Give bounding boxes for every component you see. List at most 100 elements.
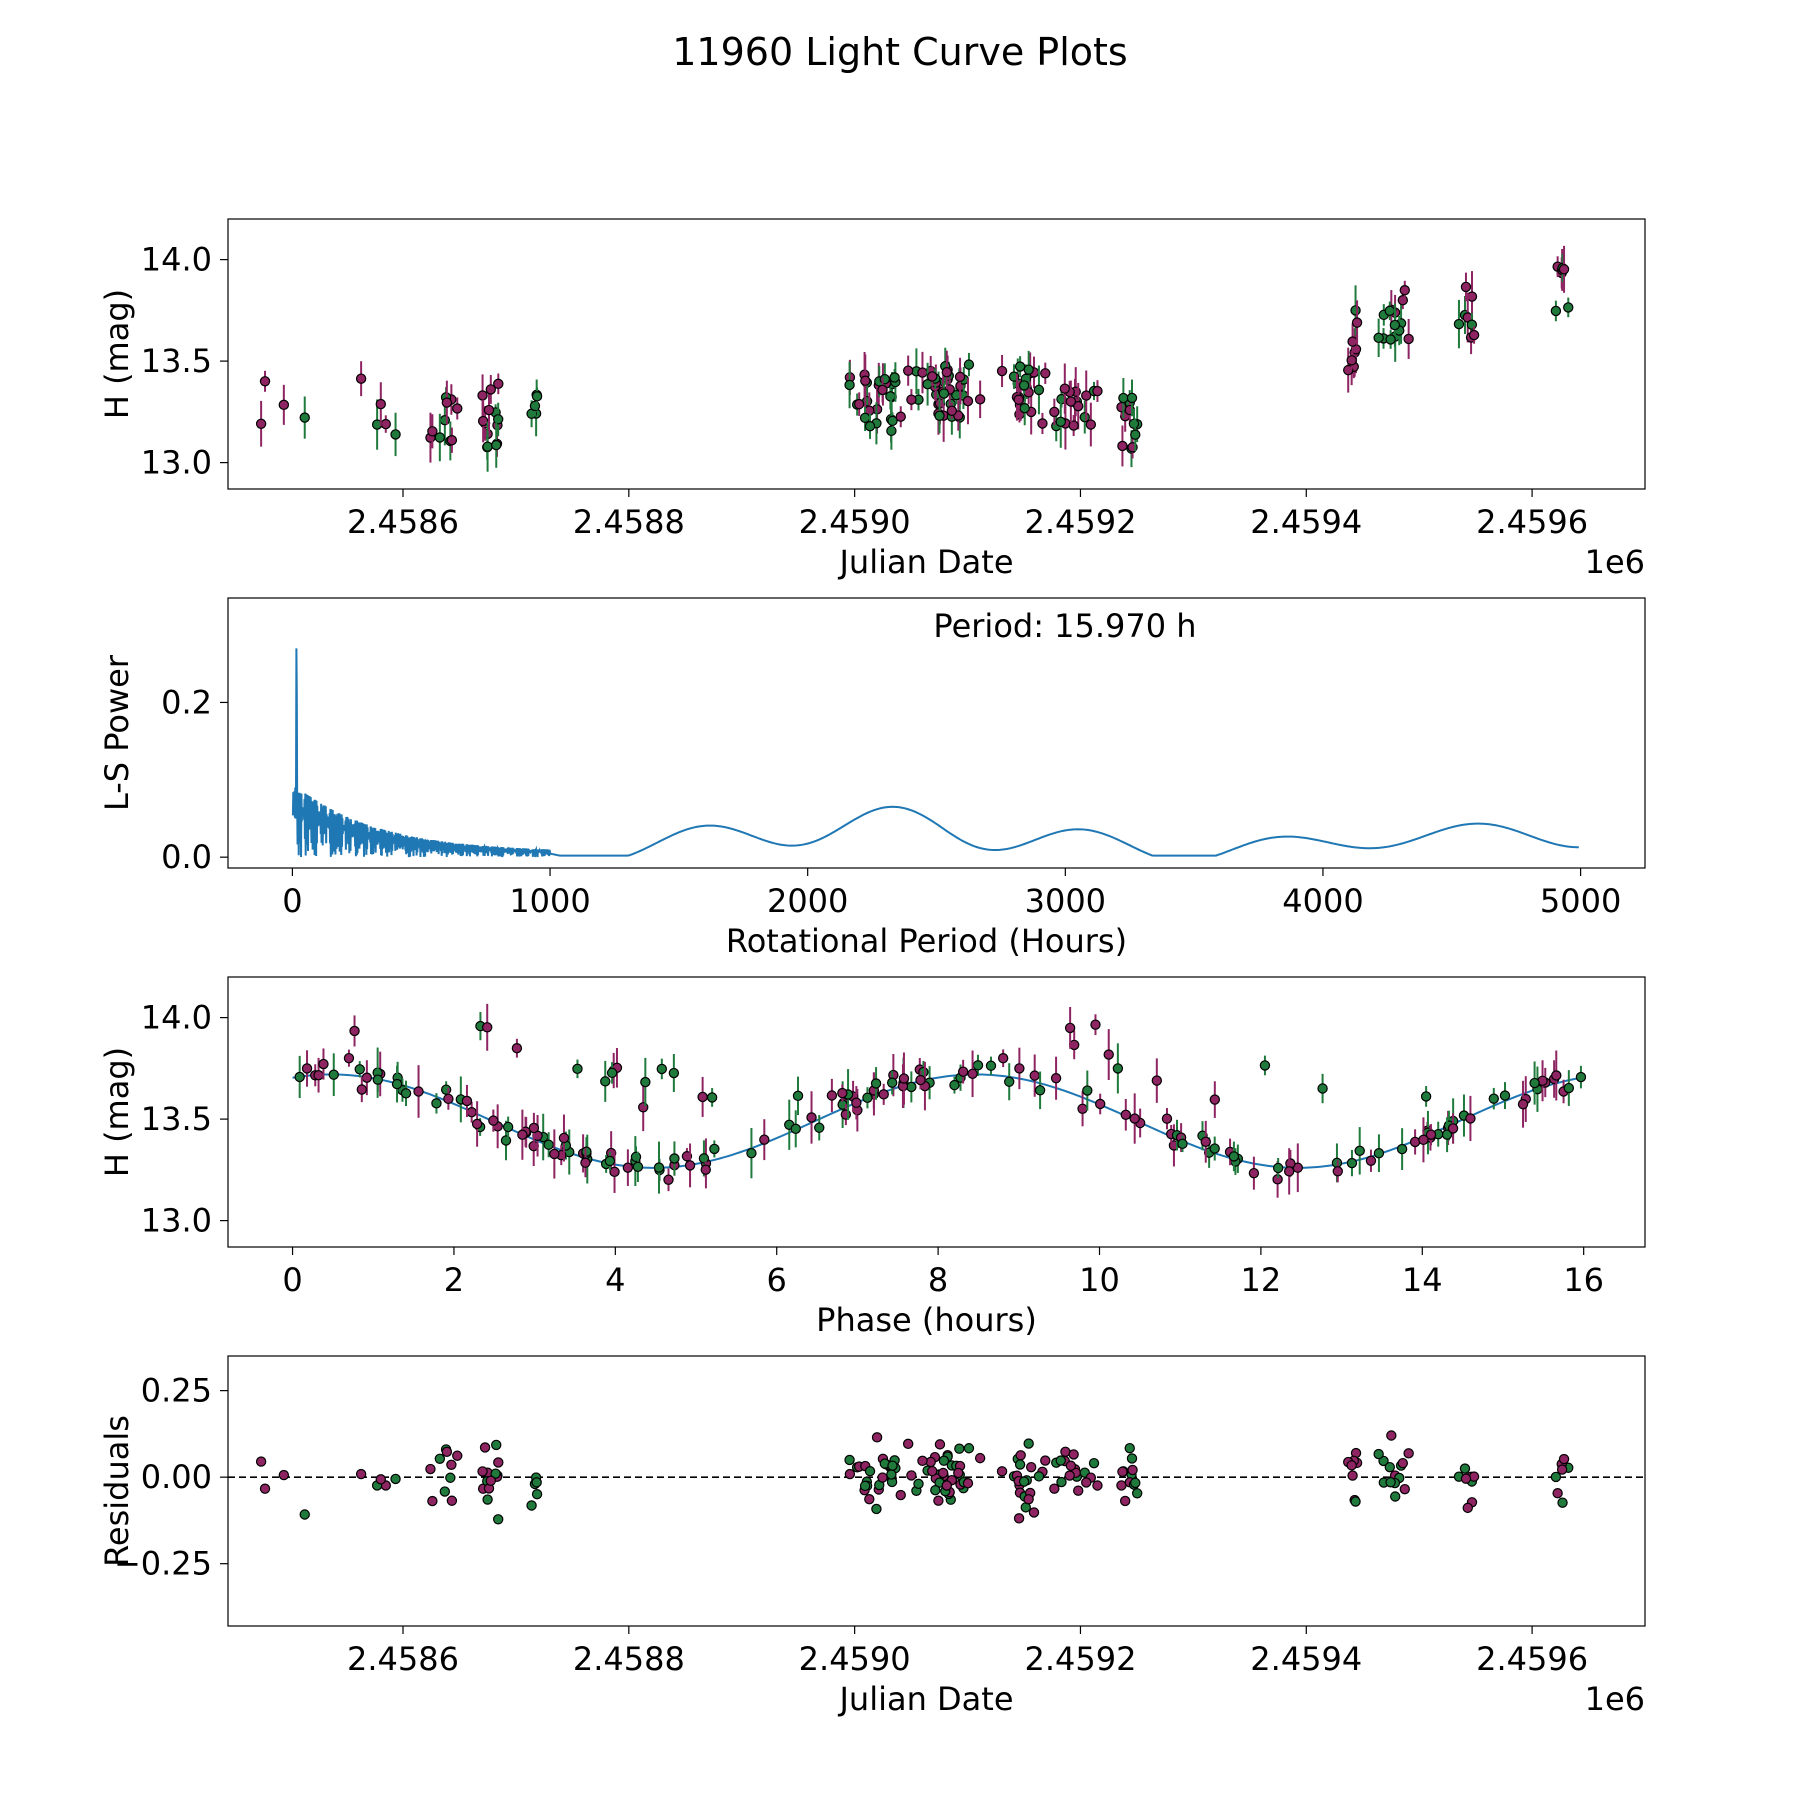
- data-point: [941, 367, 952, 378]
- data-point: [870, 1078, 882, 1089]
- data-point: [446, 1495, 458, 1506]
- data-point: [709, 1143, 720, 1155]
- y-tick-label: 0.25: [141, 1372, 212, 1410]
- data-point: [906, 394, 917, 405]
- data-point: [837, 1087, 848, 1099]
- data-point: [927, 371, 938, 382]
- data-point: [1390, 1491, 1401, 1502]
- data-point: [840, 1109, 852, 1120]
- data-point: [1389, 319, 1401, 331]
- data-point: [877, 1472, 888, 1483]
- data-point: [640, 1076, 651, 1088]
- data-point: [871, 1432, 883, 1443]
- y-axis-label: H (mag): [98, 1047, 136, 1177]
- y-tick-label: 13.0: [141, 444, 212, 482]
- data-point: [1209, 1094, 1221, 1105]
- data-point: [1068, 420, 1079, 431]
- data-point: [511, 1043, 523, 1054]
- x-tick-label: 2.4586: [347, 1640, 459, 1678]
- data-point: [434, 1453, 446, 1464]
- data-point: [1130, 1477, 1141, 1489]
- x-tick-label: 2.4594: [1250, 503, 1362, 541]
- data-point: [526, 1500, 537, 1511]
- figure-title: 11960 Light Curve Plots: [672, 30, 1127, 74]
- data-point: [391, 1078, 403, 1090]
- data-point: [380, 418, 391, 430]
- data-point: [278, 1469, 290, 1481]
- data-point: [638, 1102, 649, 1113]
- data-point: [697, 1091, 708, 1103]
- data-point: [1373, 1148, 1385, 1159]
- data-point: [1112, 1063, 1124, 1074]
- data-point: [355, 1468, 367, 1480]
- x-tick-label: 16: [1563, 1261, 1604, 1299]
- data-point: [439, 1486, 451, 1497]
- data-point: [558, 1132, 570, 1144]
- data-point: [669, 1153, 680, 1164]
- data-point: [792, 1090, 804, 1102]
- data-point: [1013, 394, 1024, 405]
- data-point: [493, 378, 504, 390]
- plot-frame: [227, 218, 1646, 490]
- data-point: [549, 1148, 560, 1160]
- data-point: [1151, 1075, 1163, 1086]
- plot-area: [292, 1003, 1587, 1198]
- data-point: [1347, 336, 1358, 347]
- data-point: [441, 1446, 453, 1458]
- x-offset-label: 1e6: [1585, 543, 1645, 581]
- data-point: [1488, 1093, 1499, 1104]
- data-point: [445, 1472, 456, 1483]
- x-axis-label: Julian Date: [837, 543, 1013, 581]
- data-point: [997, 1053, 1009, 1064]
- data-point: [622, 1162, 634, 1173]
- data-point: [887, 415, 898, 427]
- data-point: [609, 1166, 620, 1178]
- data-point: [1248, 1167, 1260, 1179]
- data-point: [356, 1084, 368, 1095]
- plot-frame: [227, 976, 1646, 1248]
- data-point: [477, 390, 488, 401]
- data-point: [1272, 1162, 1284, 1174]
- data-point: [1065, 396, 1077, 407]
- data-point: [962, 1478, 974, 1489]
- data-point: [477, 415, 489, 427]
- data-point: [1397, 1457, 1409, 1469]
- data-point: [1085, 419, 1097, 430]
- data-point: [400, 1088, 412, 1099]
- data-point: [531, 391, 543, 402]
- data-point: [1073, 1485, 1084, 1496]
- data-point: [972, 1060, 984, 1071]
- data-point: [844, 1454, 855, 1466]
- x-tick-label: 2.4596: [1476, 1640, 1588, 1678]
- data-point: [698, 1153, 710, 1164]
- data-point: [1200, 1136, 1211, 1147]
- data-point: [1563, 1082, 1575, 1094]
- data-point: [934, 410, 945, 422]
- data-point: [886, 425, 897, 437]
- data-point: [572, 1063, 583, 1075]
- data-point: [1118, 392, 1129, 404]
- data-point: [1373, 1448, 1384, 1460]
- data-point: [372, 1074, 384, 1085]
- panel-light-curve: 2.4586 2.4588 2.4590 2.4592 2.4594 2.4596 13.0…: [98, 218, 1646, 581]
- data-point: [1025, 1461, 1037, 1473]
- data-point: [871, 1503, 882, 1515]
- y-tick-label: −0.25: [114, 1545, 212, 1583]
- data-point: [1037, 418, 1048, 429]
- data-point: [485, 384, 497, 395]
- data-point: [1040, 368, 1051, 379]
- data-point: [1346, 355, 1357, 366]
- data-point: [439, 415, 451, 426]
- data-point: [543, 1139, 554, 1150]
- data-point: [917, 367, 928, 378]
- data-point: [1124, 1442, 1135, 1454]
- plot-frame: [227, 597, 1646, 869]
- data-point: [663, 1174, 674, 1185]
- data-point: [1130, 429, 1141, 440]
- data-point: [1346, 1460, 1357, 1471]
- data-point: [452, 1450, 463, 1461]
- data-point: [349, 1025, 360, 1037]
- data-point: [1126, 392, 1138, 404]
- data-point: [656, 1063, 668, 1075]
